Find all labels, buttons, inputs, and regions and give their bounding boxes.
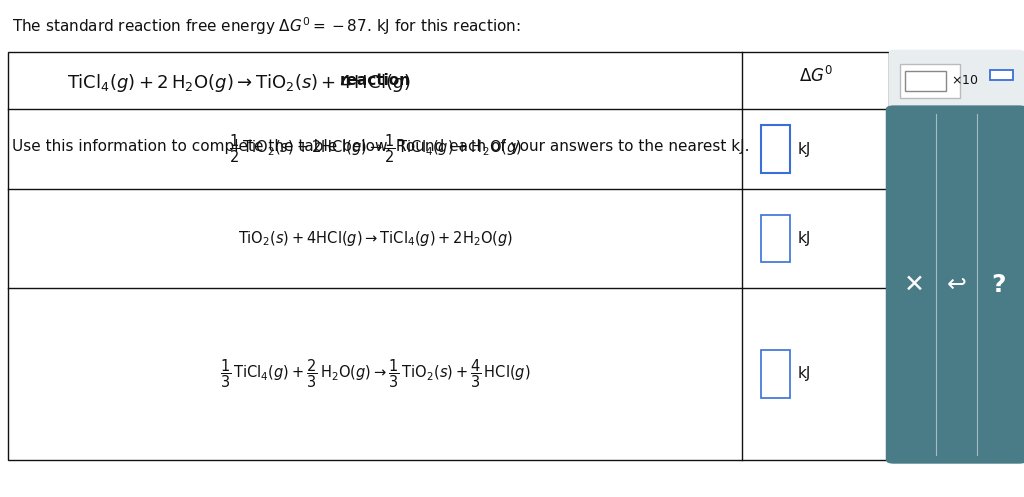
FancyBboxPatch shape xyxy=(889,50,1024,112)
Text: $\mathrm{TiCl_4}(g) + 2\,\mathrm{H_2O}(g)\rightarrow\mathrm{TiO_2}(s) + 4\,\math: $\mathrm{TiCl_4}(g) + 2\,\mathrm{H_2O}(g… xyxy=(67,72,411,94)
Text: ?: ? xyxy=(991,272,1006,297)
FancyBboxPatch shape xyxy=(8,52,889,460)
Text: reaction: reaction xyxy=(340,73,411,88)
Text: The standard reaction free energy $\Delta G^0=-87$. kJ for this reaction:: The standard reaction free energy $\Delt… xyxy=(12,15,521,37)
Text: $\times10$: $\times10$ xyxy=(951,74,979,87)
FancyBboxPatch shape xyxy=(761,125,790,173)
FancyBboxPatch shape xyxy=(886,105,1024,464)
FancyBboxPatch shape xyxy=(905,71,946,90)
Text: kJ: kJ xyxy=(798,142,811,157)
FancyBboxPatch shape xyxy=(761,350,790,398)
Text: Use this information to complete the table below. Round each of your answers to : Use this information to complete the tab… xyxy=(12,139,750,154)
Text: kJ: kJ xyxy=(798,231,811,246)
FancyBboxPatch shape xyxy=(990,71,1013,80)
Text: $\mathrm{TiO_2}(s) + 4\mathrm{HCl}(g) \rightarrow \mathrm{TiCl_4}(g) + 2\mathrm{: $\mathrm{TiO_2}(s) + 4\mathrm{HCl}(g) \r… xyxy=(238,229,513,248)
Text: ↩: ↩ xyxy=(946,272,967,297)
Text: ✕: ✕ xyxy=(904,272,926,297)
Text: kJ: kJ xyxy=(798,366,811,382)
FancyBboxPatch shape xyxy=(900,64,961,98)
FancyBboxPatch shape xyxy=(761,215,790,262)
Text: $\dfrac{1}{2}\,\mathrm{TiO_2}(s) + 2\mathrm{HCl}(g) \rightarrow \dfrac{1}{2}\,\m: $\dfrac{1}{2}\,\mathrm{TiO_2}(s) + 2\mat… xyxy=(228,133,522,166)
Text: $\Delta G^0$: $\Delta G^0$ xyxy=(799,66,833,86)
Text: $\dfrac{1}{3}\,\mathrm{TiCl_4}(g) + \dfrac{2}{3}\,\mathrm{H_2O}(g) \rightarrow \: $\dfrac{1}{3}\,\mathrm{TiCl_4}(g) + \dfr… xyxy=(220,358,530,390)
